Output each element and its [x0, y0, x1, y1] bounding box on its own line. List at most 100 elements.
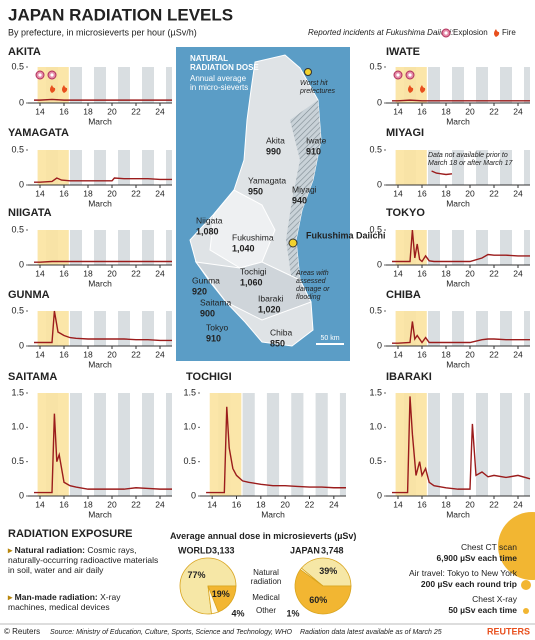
miyagi-note: Data not available prior to March 18 or … [428, 152, 513, 167]
stripe [166, 311, 172, 346]
y-tick-label: 0 [377, 179, 382, 189]
x-tick-label: 14 [393, 188, 403, 198]
x-tick-label: 22 [131, 499, 141, 509]
stripe [142, 67, 154, 103]
stripe [94, 67, 106, 103]
stripe [524, 311, 530, 346]
x-tick-label: 24 [155, 349, 165, 359]
stripe [452, 311, 464, 346]
natural-head: Natural radiation: [14, 545, 86, 555]
comparison-dose: 200 µSv each round trip [420, 579, 517, 589]
x-tick-label: 20 [465, 106, 475, 116]
prefecture-dose: 900 [200, 308, 215, 318]
x-axis-label: March [88, 116, 112, 126]
map-title: NATURAL RADIATION DOSE [190, 54, 259, 72]
comparison-dose: 50 µSv each time [448, 605, 517, 615]
y-tick-label: 0.5 [11, 144, 24, 154]
x-tick-label: 20 [465, 499, 475, 509]
stripe [500, 67, 512, 103]
data-line [392, 229, 530, 263]
fire-marker [50, 85, 56, 93]
chart-title: SAITAMA [8, 371, 57, 383]
explosion-marker-center [50, 73, 54, 77]
x-tick-label: 22 [131, 268, 141, 278]
x-tick-label: 24 [155, 106, 165, 116]
y-tick-label: 1.0 [183, 422, 196, 432]
stripe [118, 393, 130, 496]
pie-value-label: 77% [187, 570, 205, 580]
data-line [34, 98, 172, 101]
y-tick-label: 1.5 [11, 387, 24, 397]
prefecture-dose: 990 [266, 146, 281, 156]
data-line [206, 406, 346, 494]
stripe [70, 67, 82, 103]
pie-value-label: 60% [309, 595, 327, 605]
y-tick-label: 0.5 [369, 224, 382, 234]
x-tick-label: 24 [513, 268, 523, 278]
stripe [428, 393, 440, 496]
chart-title: IBARAKI [386, 371, 432, 383]
x-tick-label: 16 [417, 349, 427, 359]
x-tick-label: 22 [489, 499, 499, 509]
x-tick-label: 16 [417, 499, 427, 509]
y-tick-label: 0.5 [369, 61, 382, 71]
prefecture-dose: 910 [206, 333, 221, 343]
x-tick-label: 22 [489, 268, 499, 278]
natural-bullet: ▸ Natural radiation: Cosmic rays, natura… [8, 545, 159, 575]
x-tick-label: 16 [417, 106, 427, 116]
x-axis-label: March [446, 509, 470, 519]
stripe [142, 393, 154, 496]
pie-value-label: 39% [319, 566, 337, 576]
prefecture-dose: 1,020 [258, 304, 281, 314]
x-tick-label: 20 [280, 499, 290, 509]
plant-label: Fukushima Daiichi [306, 230, 386, 240]
prefecture-dose: 940 [292, 195, 307, 205]
data-line [431, 170, 453, 176]
stripe [94, 393, 106, 496]
map-fukushima [209, 189, 276, 269]
y-tick-label: 0.5 [183, 456, 196, 466]
pie-slice [300, 557, 352, 587]
prefecture-name: Fukushima [232, 232, 274, 242]
stripe [428, 150, 440, 185]
pie-value-label: 1% [286, 608, 299, 618]
stripe [500, 393, 512, 496]
y-tick-label: 0 [191, 490, 196, 500]
explosion-marker-center [38, 73, 42, 77]
incident-band [395, 150, 427, 185]
x-axis-label: March [446, 198, 470, 208]
prefecture-name: Niigata [196, 215, 223, 225]
x-tick-label: 20 [465, 349, 475, 359]
legend-natural: Natural radiation [250, 568, 282, 586]
prefecture-dose: 910 [306, 146, 321, 156]
map-damage-label: Areas with assessed damage or flooding [296, 270, 330, 301]
prefecture-dose: 1,040 [232, 243, 255, 253]
ct-dose-circle [498, 512, 535, 580]
stripe [94, 230, 106, 265]
map-worst-hit: Worst hit prefectures [300, 80, 336, 95]
prefecture-dose: 1,060 [240, 277, 263, 287]
plant-icon [288, 238, 298, 248]
map-damage-area [286, 100, 321, 282]
natural-text: Cosmic rays, naturally-occurring radioac… [8, 545, 159, 575]
x-tick-label: 22 [489, 188, 499, 198]
explosion-marker-center [408, 73, 412, 77]
y-tick-label: 1.0 [369, 422, 382, 432]
xray-dose-circle [523, 608, 529, 614]
x-axis-label: March [446, 278, 470, 288]
chart-title: MIYAGI [386, 127, 424, 139]
x-tick-label: 16 [232, 499, 242, 509]
y-tick-label: 0 [19, 179, 24, 189]
fire-marker [420, 85, 426, 93]
x-axis-label: March [88, 278, 112, 288]
x-tick-label: 22 [131, 106, 141, 116]
chart-title: TOCHIGI [186, 371, 232, 383]
stripe [428, 67, 440, 103]
stripe [94, 150, 106, 185]
x-tick-label: 16 [59, 188, 69, 198]
stripe [500, 230, 512, 265]
x-tick-label: 24 [329, 499, 339, 509]
x-tick-label: 16 [417, 188, 427, 198]
prefecture-dose: 850 [270, 338, 285, 348]
y-tick-label: 1.5 [369, 387, 382, 397]
